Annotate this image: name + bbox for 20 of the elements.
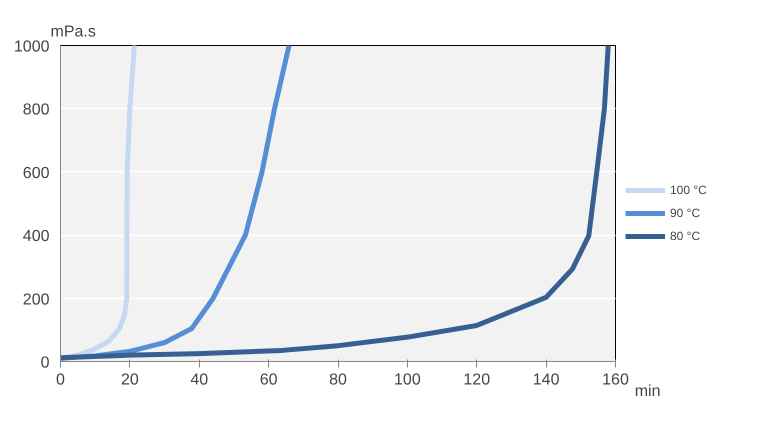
x-tick-label: 80 [329,372,347,388]
x-tick-label: 120 [463,372,490,388]
x-tick-label: 160 [602,372,629,388]
y-tick-label: 400 [22,228,50,246]
x-axis-title: min [634,383,660,400]
legend-label: 80 °C [670,229,700,243]
y-tick-label: 0 [40,354,50,372]
y-tick-label: 200 [22,291,50,308]
x-tick-label: 100 [394,372,421,388]
x-tick-label: 40 [190,372,208,388]
legend-label: 100 °C [670,183,707,197]
y-tick-label: 800 [22,102,50,119]
legend-label: 90 °C [670,206,700,220]
y-tick-label: 600 [22,164,50,182]
y-tick-label: 1000 [14,38,50,56]
x-tick-label: 20 [120,372,139,388]
y-axis-title: mPa.s [50,24,96,40]
x-tick-label: 0 [56,372,66,388]
x-tick-label: 60 [260,372,278,388]
x-tick-label: 140 [532,372,560,388]
